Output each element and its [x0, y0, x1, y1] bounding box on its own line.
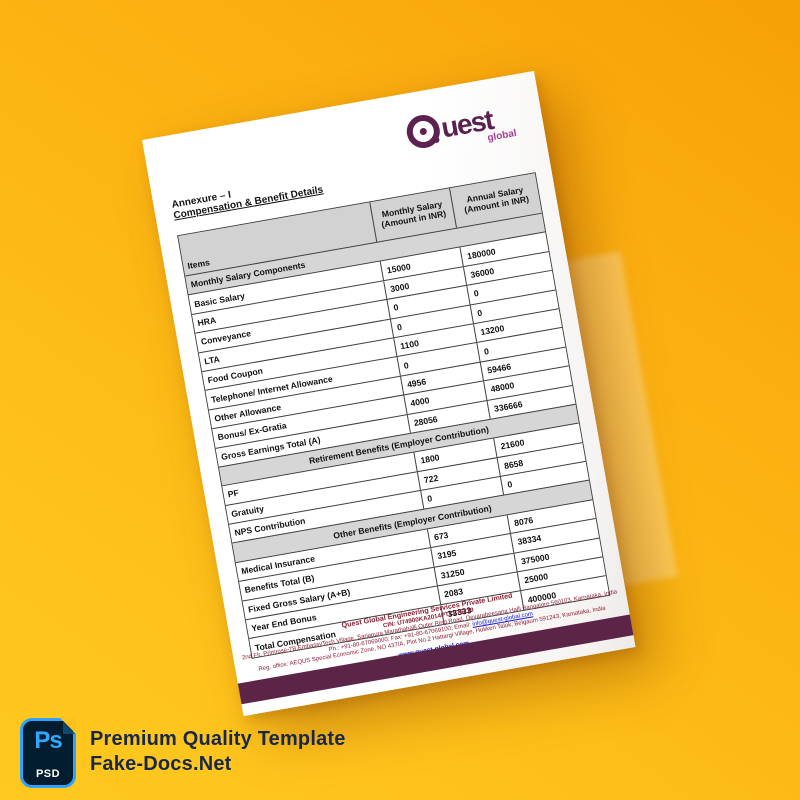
- ps-logo-text: Ps: [34, 727, 62, 754]
- caption-line2: Fake-Docs.Net: [90, 753, 232, 775]
- psd-file-icon: Ps PSD: [20, 718, 76, 788]
- promo-caption: Premium Quality Template Fake-Docs.Net: [90, 728, 346, 776]
- psd-label: PSD: [35, 768, 61, 780]
- psd-fold-flap-icon: [63, 722, 75, 734]
- quest-global-logo: uest global: [404, 99, 519, 157]
- logo-q-dot-icon: [419, 127, 428, 136]
- caption-line1: Premium Quality Template: [90, 728, 346, 750]
- document-page: uest global Annexure – I Compensation & …: [142, 70, 636, 717]
